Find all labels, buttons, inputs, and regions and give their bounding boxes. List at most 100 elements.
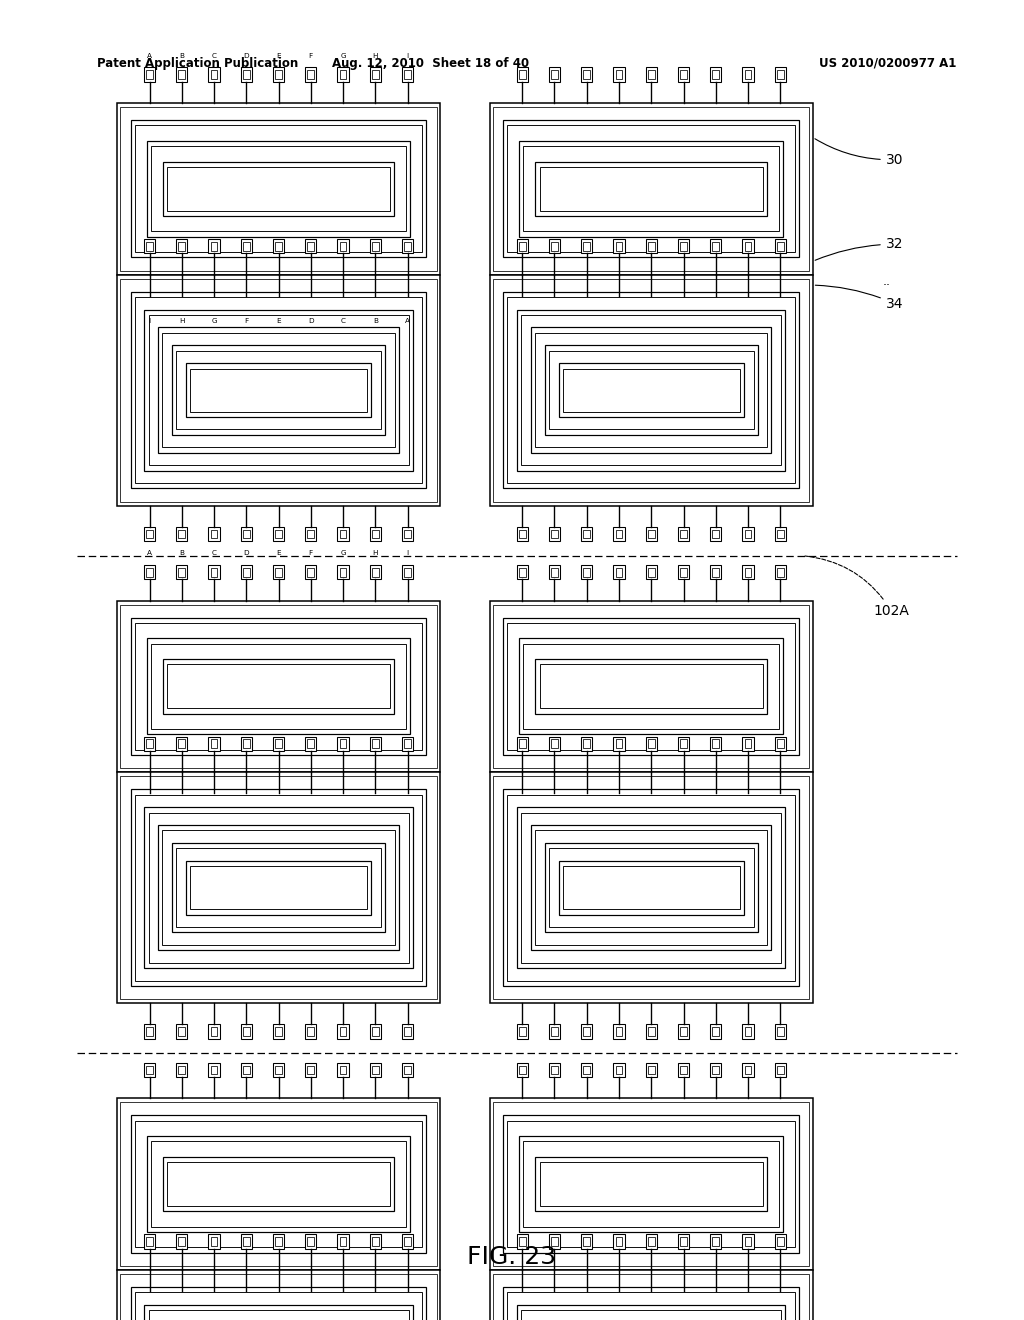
Bar [646, 296, 657, 310]
Bar [613, 1024, 625, 1039]
Bar [372, 796, 379, 805]
Bar [167, 166, 390, 211]
Bar [508, 1121, 795, 1247]
Bar [307, 1065, 314, 1074]
Bar [404, 529, 411, 539]
Bar [742, 239, 754, 253]
Bar [167, 1162, 390, 1206]
Bar [243, 568, 250, 577]
Bar [744, 70, 752, 79]
Bar [678, 737, 689, 751]
Bar [340, 1294, 346, 1303]
Bar [159, 327, 398, 453]
Bar [211, 796, 217, 805]
Bar [744, 1237, 752, 1246]
Text: H: H [373, 550, 378, 557]
Bar [143, 565, 156, 579]
Bar [678, 239, 689, 253]
Text: I: I [407, 53, 409, 59]
Bar [338, 67, 348, 82]
Bar [272, 296, 285, 310]
Bar [582, 296, 593, 310]
Bar [272, 1024, 285, 1039]
Bar [680, 739, 687, 748]
Bar [241, 1291, 252, 1305]
Text: D: D [308, 318, 313, 325]
Bar [135, 297, 422, 483]
Bar [536, 1156, 767, 1212]
Text: B: B [179, 550, 184, 557]
Bar [243, 298, 250, 308]
Bar [563, 866, 739, 909]
Bar [680, 529, 687, 539]
Bar [521, 813, 781, 962]
Bar [551, 242, 558, 251]
Bar [370, 1291, 381, 1305]
Text: Patent Application Publication: Patent Application Publication [97, 57, 299, 70]
Bar [582, 239, 593, 253]
Bar [713, 1237, 719, 1246]
Bar [531, 327, 771, 453]
Bar [742, 1024, 754, 1039]
Bar [536, 659, 767, 714]
Bar [680, 298, 687, 308]
Text: D: D [244, 550, 249, 557]
Text: ..: .. [883, 275, 891, 288]
Bar [307, 70, 314, 79]
Bar [211, 568, 217, 577]
Bar [742, 1234, 754, 1249]
Bar [211, 529, 217, 539]
Bar [135, 125, 422, 252]
Bar [243, 1294, 250, 1303]
Bar [713, 796, 719, 805]
Bar [338, 1234, 348, 1249]
Bar [615, 1237, 623, 1246]
Bar [744, 1065, 752, 1074]
Bar [307, 1237, 314, 1246]
Bar [519, 796, 525, 805]
Bar [176, 67, 187, 82]
Bar [517, 310, 785, 470]
Bar [584, 1294, 590, 1303]
Bar [549, 527, 560, 541]
Bar [711, 1063, 722, 1077]
Bar [275, 70, 282, 79]
Bar [551, 796, 558, 805]
Bar [519, 141, 783, 236]
Bar [582, 565, 593, 579]
Bar [504, 618, 799, 755]
Bar [742, 1063, 754, 1077]
Bar [490, 103, 813, 275]
Bar [118, 772, 440, 1003]
Bar [582, 1024, 593, 1039]
Bar [144, 310, 413, 470]
Bar [711, 737, 722, 751]
Bar [519, 1065, 525, 1074]
Bar [372, 70, 379, 79]
Bar [680, 1027, 687, 1036]
Bar [118, 275, 440, 506]
Bar [167, 664, 390, 709]
Bar [176, 849, 381, 927]
Bar [401, 67, 414, 82]
Bar [775, 296, 786, 310]
Bar [143, 527, 156, 541]
Bar [744, 568, 752, 577]
Bar [680, 1237, 687, 1246]
Text: G: G [340, 53, 346, 59]
Bar [372, 529, 379, 539]
Bar [340, 242, 346, 251]
Bar [401, 1234, 414, 1249]
Bar [517, 1305, 785, 1320]
Bar [549, 1291, 560, 1305]
Bar [211, 739, 217, 748]
Text: A: A [147, 53, 152, 59]
Bar [711, 793, 722, 808]
Bar [275, 529, 282, 539]
Bar [742, 1291, 754, 1305]
Bar [401, 239, 414, 253]
Bar [176, 239, 187, 253]
Bar [178, 529, 185, 539]
Bar [340, 1237, 346, 1246]
Bar [742, 565, 754, 579]
